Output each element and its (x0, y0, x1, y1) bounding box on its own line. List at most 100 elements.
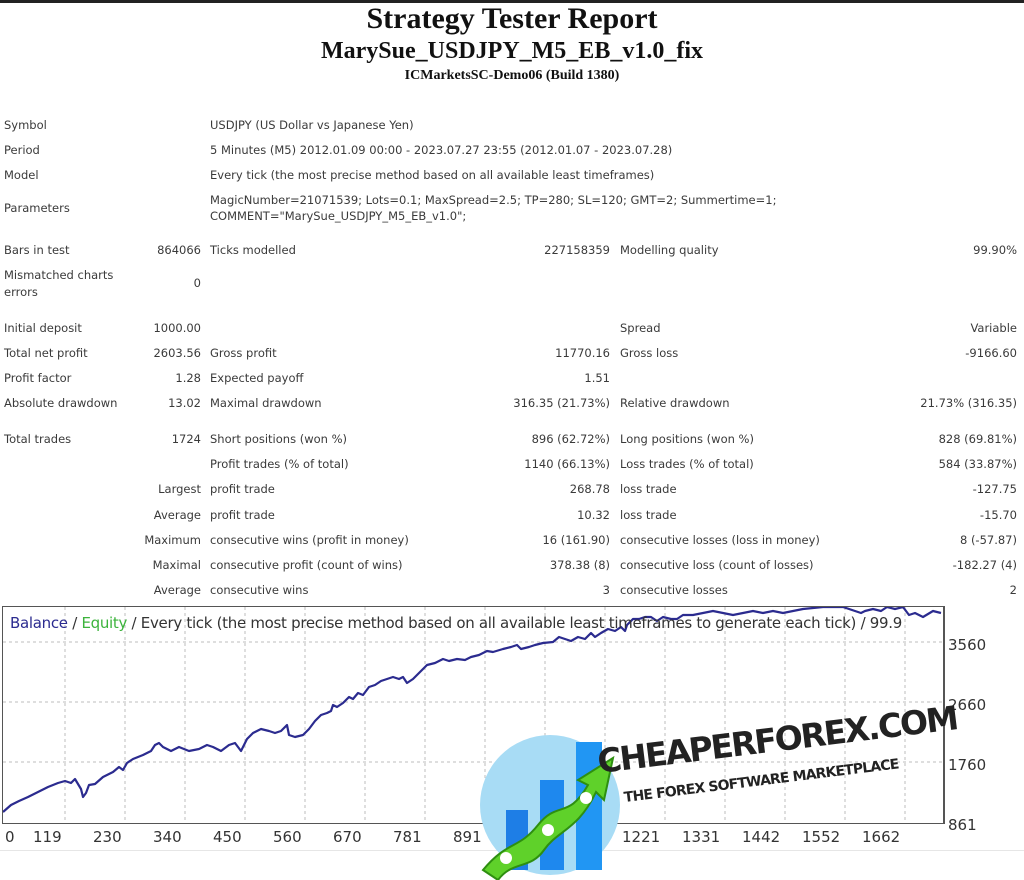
legend-separator: / (67, 614, 82, 632)
bars-value: 864066 (157, 243, 201, 257)
row-label: consecutive wins (profit in money) (210, 533, 409, 547)
row-value-2: -182.27 (4) (952, 558, 1017, 572)
legend-equity: Equity (81, 614, 128, 632)
balance-line (3, 607, 942, 813)
x-tick-label: 781 (393, 828, 422, 846)
maximal-drawdown-value: 316.35 (21.73%) (513, 396, 610, 410)
y-tick-label: 861 (948, 816, 977, 834)
x-tick-label: 119 (33, 828, 62, 846)
model-label: Model (4, 168, 39, 182)
legend-balance: Balance (10, 614, 68, 632)
total-net-profit-label: Total net profit (4, 346, 88, 360)
row-label: profit trade (210, 482, 275, 496)
row-value-2: -15.70 (979, 508, 1017, 522)
short-positions-value: 896 (62.72%) (531, 432, 610, 446)
parameters-value-line2: COMMENT="MarySue_USDJPY_M5_EB_v1.0"; (210, 209, 467, 223)
y-tick-label: 2660 (948, 696, 987, 714)
x-tick-label: 340 (153, 828, 182, 846)
gross-profit-label: Gross profit (210, 346, 277, 360)
quality-value: 99.90% (973, 243, 1017, 257)
long-positions-value: 828 (69.81%) (938, 432, 1017, 446)
report-title: Strategy Tester Report (366, 2, 658, 35)
server-build: ICMarketsSC-Demo06 (Build 1380) (404, 68, 620, 83)
symbol-value: USDJPY (US Dollar vs Japanese Yen) (210, 118, 414, 132)
expected-payoff-value: 1.51 (584, 371, 610, 385)
relative-drawdown-label: Relative drawdown (620, 396, 730, 410)
row-label-2: loss trade (620, 508, 677, 522)
parameters-label: Parameters (4, 201, 70, 215)
chart-legend: Balance / Equity / Every tick (the most … (10, 614, 902, 632)
total-trades-label: Total trades (4, 432, 72, 446)
row-value: 268.78 (569, 482, 610, 496)
row-value-2: 8 (-57.87) (959, 533, 1017, 547)
row-value: 10.32 (577, 508, 610, 522)
y-tick-label: 3560 (948, 636, 987, 654)
model-value: Every tick (the most precise method base… (210, 168, 655, 182)
absolute-drawdown-value: 13.02 (168, 396, 201, 410)
row-value: 378.38 (8) (549, 558, 610, 572)
top-border (0, 0, 1024, 3)
period-label: Period (4, 143, 40, 157)
x-tick-label: 560 (273, 828, 302, 846)
row-value-2: 2 (1009, 583, 1017, 597)
row-label: consecutive profit (count of wins) (210, 558, 403, 572)
x-tick-label: 450 (213, 828, 242, 846)
spread-value: Variable (970, 321, 1017, 335)
x-tick-label: 1552 (802, 828, 841, 846)
total-net-profit-value: 2603.56 (153, 346, 201, 360)
loss-trades-value: 584 (33.87%) (938, 457, 1017, 471)
x-tick-label: 1331 (682, 828, 721, 846)
absolute-drawdown-label: Absolute drawdown (4, 396, 118, 410)
x-tick-label: 1662 (862, 828, 901, 846)
spread-label: Spread (620, 321, 661, 335)
x-tick-label: 230 (93, 828, 122, 846)
expected-payoff-label: Expected payoff (210, 371, 304, 385)
row-prefix: Maximum (144, 533, 201, 547)
x-tick-label: 670 (333, 828, 362, 846)
ticks-value: 227158359 (544, 243, 610, 257)
row-label-2: consecutive loss (count of losses) (620, 558, 814, 572)
profit-factor-label: Profit factor (4, 371, 72, 385)
profit-trades-label: Profit trades (% of total) (210, 457, 349, 471)
relative-drawdown-value: 21.73% (316.35) (920, 396, 1017, 410)
legend-description: / Every tick (the most precise method ba… (127, 614, 903, 632)
row-label-2: consecutive losses (620, 583, 728, 597)
ticks-label: Ticks modelled (210, 243, 296, 257)
row-prefix: Largest (158, 482, 201, 496)
x-tick-label: 1221 (622, 828, 661, 846)
row-label: consecutive wins (210, 583, 309, 597)
row-prefix: Average (153, 583, 201, 597)
row-label-2: consecutive losses (loss in money) (620, 533, 820, 547)
bars-label: Bars in test (4, 243, 70, 257)
mismatch-value: 0 (193, 276, 201, 290)
row-value: 16 (161.90) (542, 533, 610, 547)
short-positions-label: Short positions (won %) (210, 432, 348, 446)
quality-label: Modelling quality (620, 243, 719, 257)
profit-trades-value: 1140 (66.13%) (524, 457, 610, 471)
mismatch-label: Mismatched charts (4, 268, 114, 282)
expert-name: MarySue_USDJPY_M5_EB_v1.0_fix (321, 38, 703, 64)
row-value: 3 (602, 583, 610, 597)
initial-deposit-label: Initial deposit (4, 321, 82, 335)
loss-trades-label: Loss trades (% of total) (620, 457, 754, 471)
parameters-value-line1: MagicNumber=21071539; Lots=0.1; MaxSprea… (210, 193, 777, 207)
initial-deposit-value: 1000.00 (153, 321, 201, 335)
total-trades-value: 1724 (171, 432, 201, 446)
gross-loss-value: -9166.60 (965, 346, 1017, 360)
chart-plot (3, 607, 943, 823)
cheaperforex-logo-icon (480, 735, 620, 880)
row-value-2: -127.75 (972, 482, 1017, 496)
maximal-drawdown-label: Maximal drawdown (210, 396, 322, 410)
long-positions-label: Long positions (won %) (620, 432, 754, 446)
period-value: 5 Minutes (M5) 2012.01.09 00:00 - 2023.0… (210, 143, 673, 157)
row-label-2: loss trade (620, 482, 677, 496)
x-tick-label: 891 (453, 828, 482, 846)
gross-profit-value: 11770.16 (555, 346, 610, 360)
x-tick-label: 1442 (742, 828, 781, 846)
row-prefix: Maximal (152, 558, 201, 572)
y-tick-label: 1760 (948, 756, 987, 774)
mismatch-label-2: errors (4, 285, 38, 299)
row-prefix: Average (153, 508, 201, 522)
x-tick-label: 0 (5, 828, 15, 846)
symbol-label: Symbol (4, 118, 47, 132)
